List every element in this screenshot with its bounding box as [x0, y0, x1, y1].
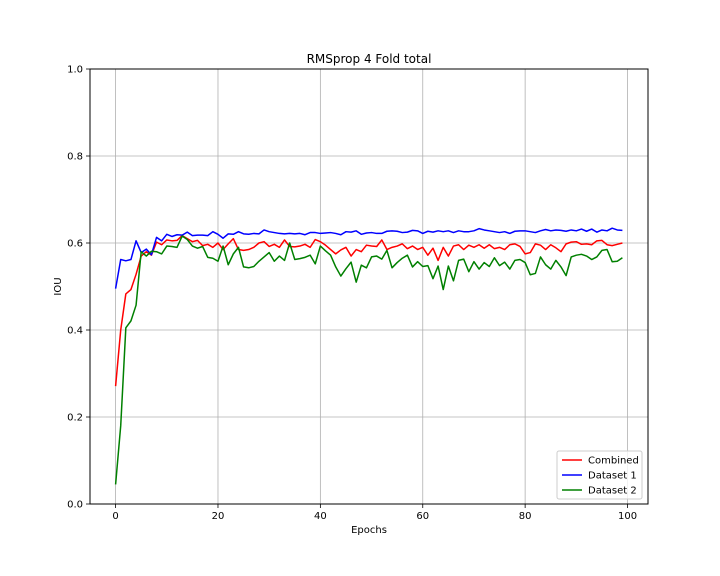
x-tick-label: 100 [618, 511, 637, 522]
legend: Combined Dataset 1 Dataset 2 [556, 450, 643, 500]
y-tick-label: 1.0 [67, 65, 83, 76]
plot-area [90, 69, 648, 504]
series-line-dataset-2 [114, 235, 623, 485]
axis-ticks: 0 20 40 60 80 100 0.0 0.2 0.4 0.6 0.8 1.0 [67, 65, 637, 523]
y-tick-label: 0.2 [67, 413, 83, 424]
chart-title: RMSprop 4 Fold total [307, 52, 432, 66]
x-axis-label: Epochs [351, 525, 387, 536]
legend-box [556, 450, 643, 500]
x-tick-label: 80 [519, 511, 532, 522]
legend-label: Dataset 1 [588, 471, 637, 482]
y-tick-label: 0.0 [67, 500, 83, 511]
series-line-combined [114, 234, 623, 387]
legend-label: Combined [588, 456, 639, 467]
y-tick-label: 0.6 [67, 239, 83, 250]
plot-frame [89, 68, 649, 505]
grid-lines [90, 68, 648, 505]
y-tick-label: 0.4 [67, 326, 83, 337]
y-axis-label: IOU [53, 277, 64, 295]
y-tick-label: 0.8 [67, 152, 83, 163]
x-tick-label: 60 [416, 511, 429, 522]
series-layer [114, 227, 623, 485]
x-tick-label: 20 [212, 511, 225, 522]
legend-label: Dataset 2 [588, 486, 637, 497]
x-tick-label: 40 [314, 511, 327, 522]
series-line-dataset-1 [114, 227, 623, 289]
x-tick-label: 0 [112, 511, 118, 522]
